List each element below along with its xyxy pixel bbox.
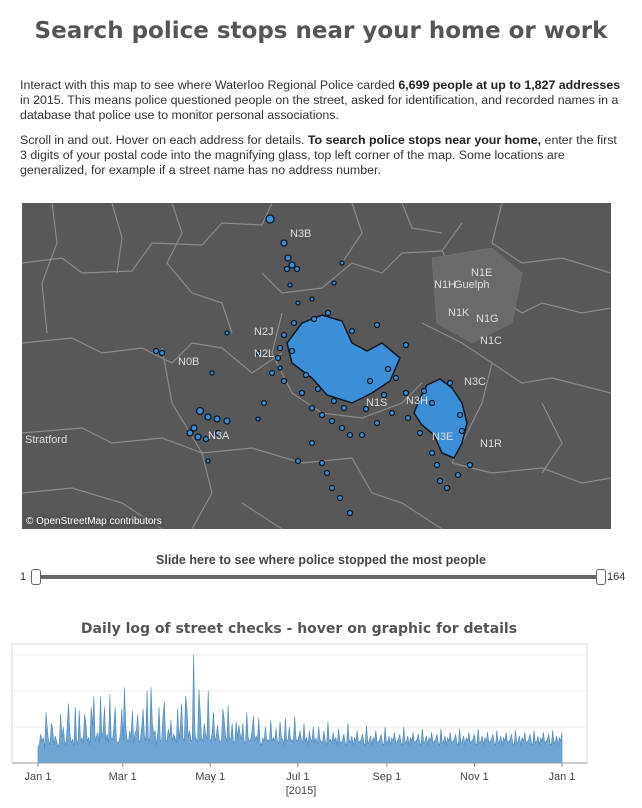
map-label: N1C (480, 335, 503, 347)
map-attribution: © OpenStreetMap contributors (24, 516, 164, 527)
slider-min-label: 1 (20, 571, 27, 583)
x-tick-label: May 1 (195, 771, 225, 783)
stops-map[interactable]: N3B N2J N2L N0B N3A Stratford N1E N1H Gu… (22, 203, 611, 529)
map-label: N3B (290, 228, 312, 240)
intro-text: Scroll in and out. Hover on each address… (20, 133, 308, 147)
x-tick-label: Sep 1 (372, 771, 401, 783)
map-label: N1R (480, 438, 503, 450)
intro-highlight: To search police stops near your home, (307, 133, 542, 147)
map-label: N3E (432, 431, 454, 443)
guelph-area (431, 247, 523, 344)
intro-text: Interact with this map to see where Wate… (20, 78, 399, 92)
x-tick-label: Jan 1 (25, 771, 52, 783)
map-label: N0B (178, 356, 200, 368)
slider-handle-max[interactable] (596, 569, 606, 585)
map-label: N1S (366, 397, 388, 409)
intro-paragraph-1: Interact with this map to see where Wate… (20, 78, 622, 123)
slider-handle-min[interactable] (31, 569, 41, 585)
map-label: N1G (476, 313, 499, 325)
map-label: N2J (254, 326, 274, 338)
daily-street-checks-chart[interactable]: Jan 1 Mar 1 May 1 Jul 1 Sep 1 Nov 1 Jan 1 [201… (0, 642, 642, 803)
map-label: N3A (208, 430, 230, 442)
x-tick-label: Nov 1 (460, 771, 489, 783)
slider-max-label: 164 (607, 571, 626, 583)
map-label: N3H (406, 395, 429, 407)
chart-title: Daily log of street checks - hover on gr… (80, 621, 518, 637)
chart-svg[interactable]: Jan 1 Mar 1 May 1 Jul 1 Sep 1 Nov 1 Jan 1 [201… (0, 642, 642, 803)
slider-track[interactable] (36, 575, 600, 579)
page-title: Search police stops near your home or wo… (34, 18, 608, 44)
map-label: N2L (254, 348, 275, 360)
stop-markers[interactable] (152, 214, 474, 517)
map-label: Stratford (25, 434, 68, 446)
gridlines (12, 654, 587, 728)
slider-title: Slide here to see where police stopped t… (156, 553, 486, 567)
intro-highlight: 6,699 people at up to 1,827 addresses (398, 78, 621, 92)
intro-text: in 2015. This means police questioned pe… (20, 93, 619, 122)
map-label: N1K (448, 307, 470, 319)
map-label: N3C (464, 376, 487, 388)
x-ticks: Jan 1 Mar 1 May 1 Jul 1 Sep 1 Nov 1 Jan 1 (25, 763, 576, 783)
x-tick-label: Jul 1 (286, 771, 309, 783)
series-area[interactable] (37, 654, 563, 764)
map-label: Guelph (454, 279, 490, 291)
intro-text: enter the first 3 digits of your postal … (20, 133, 617, 177)
intro-paragraph-2: Scroll in and out. Hover on each address… (20, 133, 622, 178)
x-axis-label: [2015] (286, 785, 317, 797)
map-canvas[interactable] (22, 203, 611, 529)
x-tick-label: Mar 1 (109, 771, 137, 783)
map-label: N1H (434, 279, 457, 291)
map-label: N1E (471, 267, 493, 279)
x-tick-label: Jan 1 (549, 771, 576, 783)
